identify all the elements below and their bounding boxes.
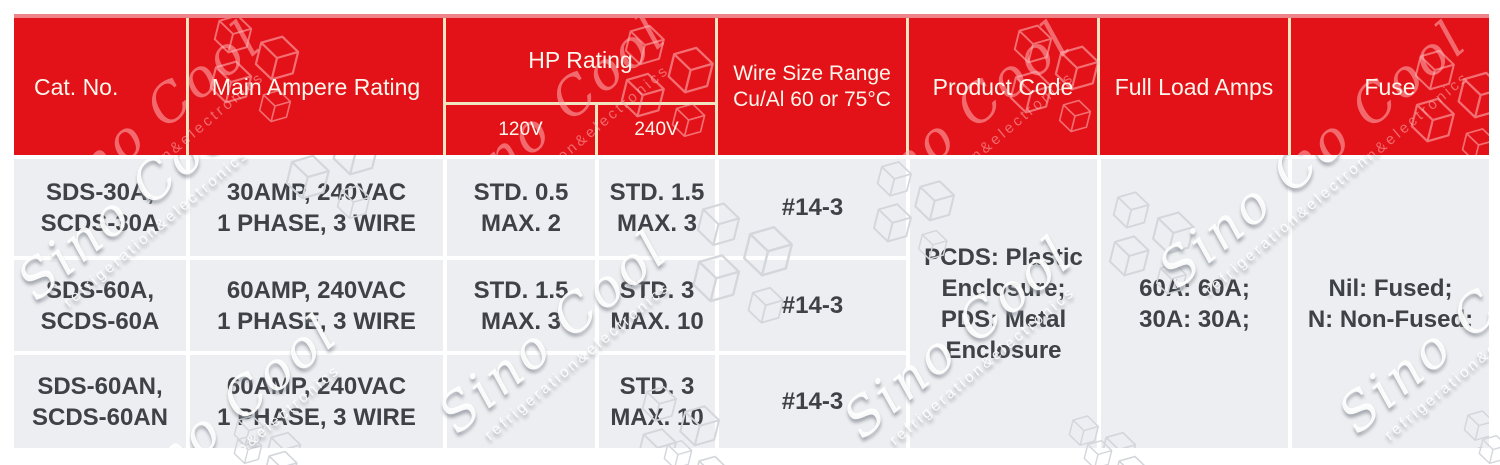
product-code-line: PCDS: Plastic bbox=[924, 243, 1083, 271]
header-divider bbox=[906, 18, 909, 155]
header-divider bbox=[443, 18, 446, 155]
table-body: Sino Cool refrigeration&electronics Sino… bbox=[14, 155, 1489, 448]
header-divider bbox=[186, 18, 189, 155]
hp-240v-line: STD. 1.5 bbox=[609, 178, 705, 206]
cell-fuse-merged: Nil: Fused; N: Non-Fused; bbox=[1292, 159, 1489, 448]
cat-no-line: SDS-30A, bbox=[45, 178, 155, 206]
hp-240v-line: STD. 3 bbox=[619, 372, 695, 400]
wire-size-value: #14-3 bbox=[781, 388, 844, 415]
product-code-line: PDS: Metal bbox=[940, 305, 1067, 333]
cell-main-ampere-row3: 60AMP, 240VAC 1 PHASE, 3 WIRE bbox=[190, 355, 443, 448]
fuse-line: Nil: Fused; bbox=[1328, 274, 1453, 302]
wire-size-value: #14-3 bbox=[781, 194, 844, 221]
main-ampere-line: 30AMP, 240VAC bbox=[226, 178, 407, 206]
header-divider bbox=[595, 105, 598, 155]
hp-120v-line: STD. 1.5 bbox=[473, 276, 569, 304]
main-ampere-line: 1 PHASE, 3 WIRE bbox=[217, 307, 416, 335]
cell-hp-240v-row2: STD. 3 MAX. 10 bbox=[599, 260, 715, 351]
cell-hp-120v-row2: STD. 1.5 MAX. 3 bbox=[447, 260, 595, 351]
cat-no-line: SCDS-30A bbox=[40, 209, 160, 237]
hp-240v-line: STD. 3 bbox=[619, 276, 695, 304]
cell-product-code-merged: PCDS: Plastic Enclosure; PDS: Metal Encl… bbox=[910, 159, 1097, 448]
fuse-line: N: Non-Fused; bbox=[1307, 305, 1474, 333]
header-cat-no: Cat. No. bbox=[34, 73, 119, 100]
cat-no-line: SCDS-60A bbox=[40, 307, 160, 335]
wire-size-value: #14-3 bbox=[781, 292, 844, 319]
header-fuse: Fuse bbox=[1364, 73, 1416, 100]
header-divider bbox=[443, 102, 718, 105]
cell-full-load-amps-merged: 60A: 60A; 30A: 30A; bbox=[1101, 159, 1288, 448]
table-grid: SDS-30A, SCDS-30A 30AMP, 240VAC 1 PHASE,… bbox=[14, 159, 1489, 448]
cell-main-ampere-row1: 30AMP, 240VAC 1 PHASE, 3 WIRE bbox=[190, 159, 443, 256]
cat-no-line: SCDS-60AN bbox=[31, 403, 169, 431]
main-ampere-line: 1 PHASE, 3 WIRE bbox=[217, 403, 416, 431]
main-ampere-line: 60AMP, 240VAC bbox=[226, 372, 407, 400]
header-main-ampere-rating: Main Ampere Rating bbox=[211, 73, 421, 100]
header-product-code: Product Code bbox=[932, 73, 1074, 100]
cell-hp-240v-row1: STD. 1.5 MAX. 3 bbox=[599, 159, 715, 256]
cat-no-line: SDS-60AN, bbox=[37, 372, 163, 400]
header-hp-240v: 240V bbox=[634, 119, 679, 140]
cell-cat-no-row2: SDS-60A, SCDS-60A bbox=[14, 260, 186, 351]
header-wire-size-line2: Cu/Al 60 or 75°C bbox=[733, 87, 891, 111]
header-wire-size-range: Wire Size Range Cu/Al 60 or 75°C bbox=[718, 18, 906, 155]
product-code-line: Enclosure bbox=[945, 336, 1062, 364]
cell-wire-size-row1: #14-3 bbox=[719, 159, 906, 256]
table-header: Sino Cool refrigeration&electronics Sino… bbox=[14, 14, 1489, 155]
cat-no-line: SDS-60A, bbox=[45, 276, 155, 304]
cell-hp-240v-row3: STD. 3 MAX. 10 bbox=[599, 355, 715, 448]
cell-cat-no-row3: SDS-60AN, SCDS-60AN bbox=[14, 355, 186, 448]
cell-cat-no-row1: SDS-30A, SCDS-30A bbox=[14, 159, 186, 256]
hp-240v-line: MAX. 10 bbox=[610, 307, 704, 335]
cell-wire-size-row2: #14-3 bbox=[719, 260, 906, 351]
cell-wire-size-row3: #14-3 bbox=[719, 355, 906, 448]
cell-main-ampere-row2: 60AMP, 240VAC 1 PHASE, 3 WIRE bbox=[190, 260, 443, 351]
full-load-line: 30A: 30A; bbox=[1139, 305, 1250, 333]
product-code-line: Enclosure; bbox=[941, 274, 1066, 302]
hp-120v-line: STD. 0.5 bbox=[473, 178, 569, 206]
header-divider bbox=[715, 18, 718, 155]
cell-hp-120v-row3-empty bbox=[447, 355, 595, 448]
cell-hp-120v-row1: STD. 0.5 MAX. 2 bbox=[447, 159, 595, 256]
header-hp-120v: 120V bbox=[498, 119, 543, 140]
header-divider bbox=[1288, 18, 1291, 155]
header-full-load-amps: Full Load Amps bbox=[1114, 73, 1274, 100]
main-ampere-line: 1 PHASE, 3 WIRE bbox=[217, 209, 416, 237]
header-hp-rating: HP Rating bbox=[528, 47, 633, 73]
hp-120v-line: MAX. 2 bbox=[480, 209, 561, 237]
hp-240v-line: MAX. 3 bbox=[616, 209, 697, 237]
header-wire-size-line1: Wire Size Range bbox=[733, 61, 891, 85]
hp-120v-line: MAX. 3 bbox=[480, 307, 561, 335]
main-ampere-line: 60AMP, 240VAC bbox=[226, 276, 407, 304]
full-load-line: 60A: 60A; bbox=[1139, 274, 1250, 302]
hp-240v-line: MAX. 10 bbox=[610, 403, 704, 431]
